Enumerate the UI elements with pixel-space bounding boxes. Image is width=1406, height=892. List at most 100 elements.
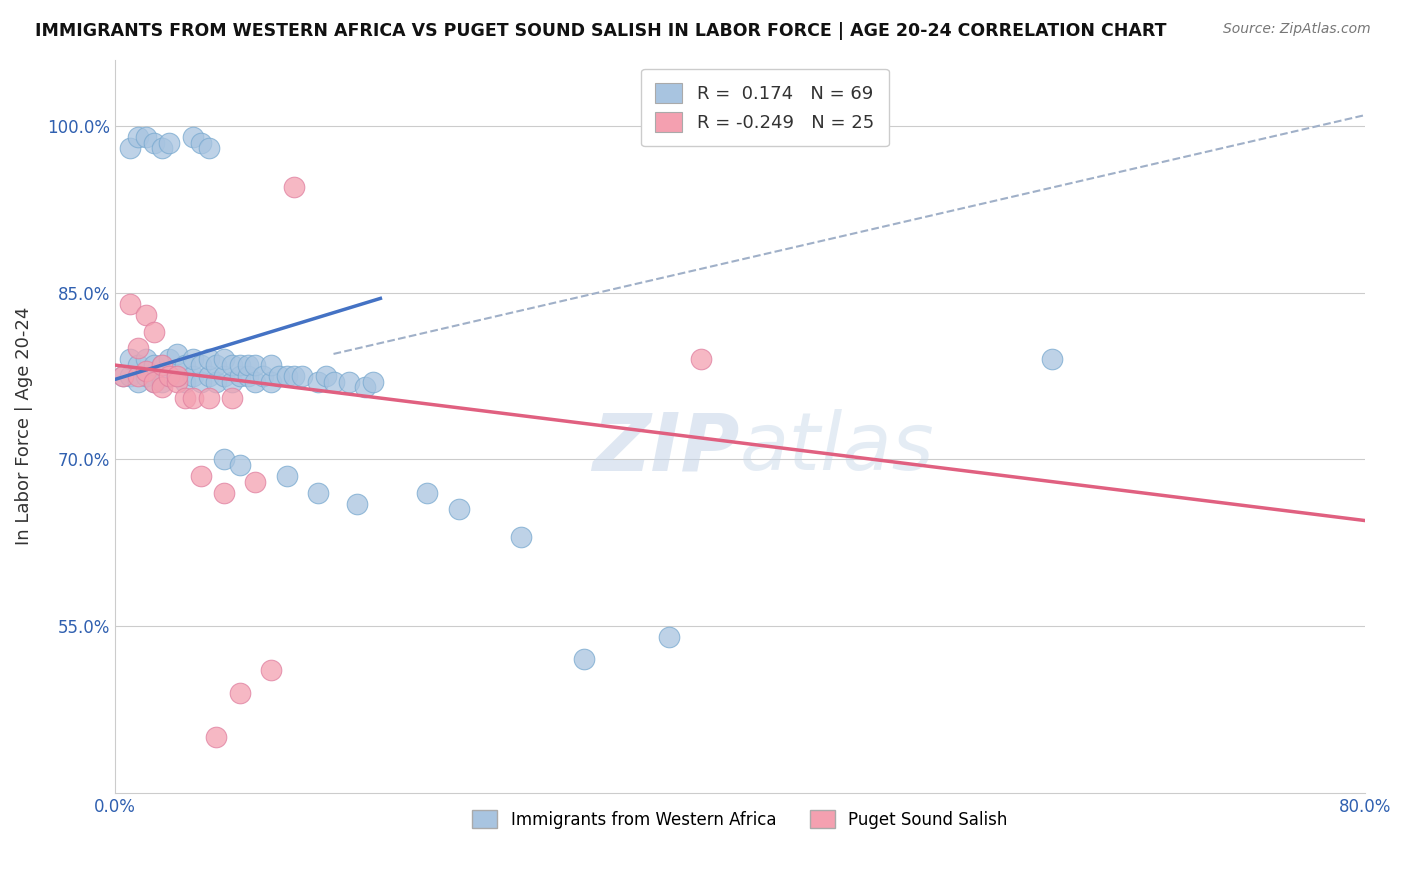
Point <box>135 352 157 367</box>
Point <box>510 530 533 544</box>
Point <box>181 369 204 384</box>
Y-axis label: In Labor Force | Age 20-24: In Labor Force | Age 20-24 <box>15 307 32 545</box>
Point <box>307 375 329 389</box>
Point <box>127 342 149 356</box>
Point <box>245 475 267 489</box>
Point <box>205 358 228 372</box>
Point <box>127 358 149 372</box>
Point <box>1040 352 1063 367</box>
Point <box>221 375 243 389</box>
Point <box>150 141 173 155</box>
Point <box>111 369 134 384</box>
Point <box>159 136 181 150</box>
Point <box>120 141 142 155</box>
Point <box>142 325 165 339</box>
Point <box>322 375 344 389</box>
Point <box>150 380 173 394</box>
Point <box>150 375 173 389</box>
Point <box>212 352 235 367</box>
Point <box>212 485 235 500</box>
Point <box>212 369 235 384</box>
Point <box>260 664 283 678</box>
Point <box>166 363 188 377</box>
Point <box>197 352 219 367</box>
Point <box>174 392 197 406</box>
Point <box>142 375 165 389</box>
Point <box>127 130 149 145</box>
Point <box>361 375 384 389</box>
Point <box>111 369 134 384</box>
Point <box>197 369 219 384</box>
Point <box>252 369 274 384</box>
Point <box>205 375 228 389</box>
Point <box>572 652 595 666</box>
Legend: Immigrants from Western Africa, Puget Sound Salish: Immigrants from Western Africa, Puget So… <box>465 804 1014 836</box>
Point <box>245 358 267 372</box>
Point <box>307 485 329 500</box>
Point <box>221 392 243 406</box>
Point <box>346 497 368 511</box>
Point <box>276 469 298 483</box>
Point <box>190 358 212 372</box>
Point <box>229 358 252 372</box>
Point <box>315 369 337 384</box>
Point <box>181 130 204 145</box>
Point <box>127 375 149 389</box>
Point <box>229 686 252 700</box>
Point <box>159 369 181 384</box>
Point <box>447 502 470 516</box>
Point <box>291 369 314 384</box>
Point <box>197 141 219 155</box>
Point <box>283 180 305 194</box>
Point <box>260 358 283 372</box>
Point <box>159 369 181 384</box>
Point <box>689 352 711 367</box>
Point <box>181 392 204 406</box>
Point <box>166 375 188 389</box>
Point <box>120 352 142 367</box>
Text: IMMIGRANTS FROM WESTERN AFRICA VS PUGET SOUND SALISH IN LABOR FORCE | AGE 20-24 : IMMIGRANTS FROM WESTERN AFRICA VS PUGET … <box>35 22 1167 40</box>
Point <box>416 485 439 500</box>
Point <box>166 369 188 384</box>
Point <box>236 369 259 384</box>
Point <box>142 375 165 389</box>
Point <box>135 308 157 322</box>
Point <box>181 352 204 367</box>
Point <box>142 136 165 150</box>
Point <box>229 369 252 384</box>
Text: ZIP: ZIP <box>592 409 740 487</box>
Point <box>260 375 283 389</box>
Point <box>205 730 228 744</box>
Point <box>276 369 298 384</box>
Point <box>150 358 173 372</box>
Point <box>135 363 157 377</box>
Point <box>267 369 290 384</box>
Point <box>135 369 157 384</box>
Point <box>212 452 235 467</box>
Point <box>190 136 212 150</box>
Point <box>127 369 149 384</box>
Text: atlas: atlas <box>740 409 935 487</box>
Point <box>229 458 252 472</box>
Point <box>142 358 165 372</box>
Point <box>174 358 197 372</box>
Point <box>283 369 305 384</box>
Point <box>353 380 375 394</box>
Point <box>197 392 219 406</box>
Point <box>166 347 188 361</box>
Point <box>174 375 197 389</box>
Point <box>166 369 188 384</box>
Point <box>236 358 259 372</box>
Point <box>159 352 181 367</box>
Point <box>221 358 243 372</box>
Point <box>120 369 142 384</box>
Point <box>135 130 157 145</box>
Point <box>150 358 173 372</box>
Point <box>658 630 681 644</box>
Point <box>245 375 267 389</box>
Point <box>120 297 142 311</box>
Point <box>190 375 212 389</box>
Text: Source: ZipAtlas.com: Source: ZipAtlas.com <box>1223 22 1371 37</box>
Point <box>337 375 360 389</box>
Point <box>190 469 212 483</box>
